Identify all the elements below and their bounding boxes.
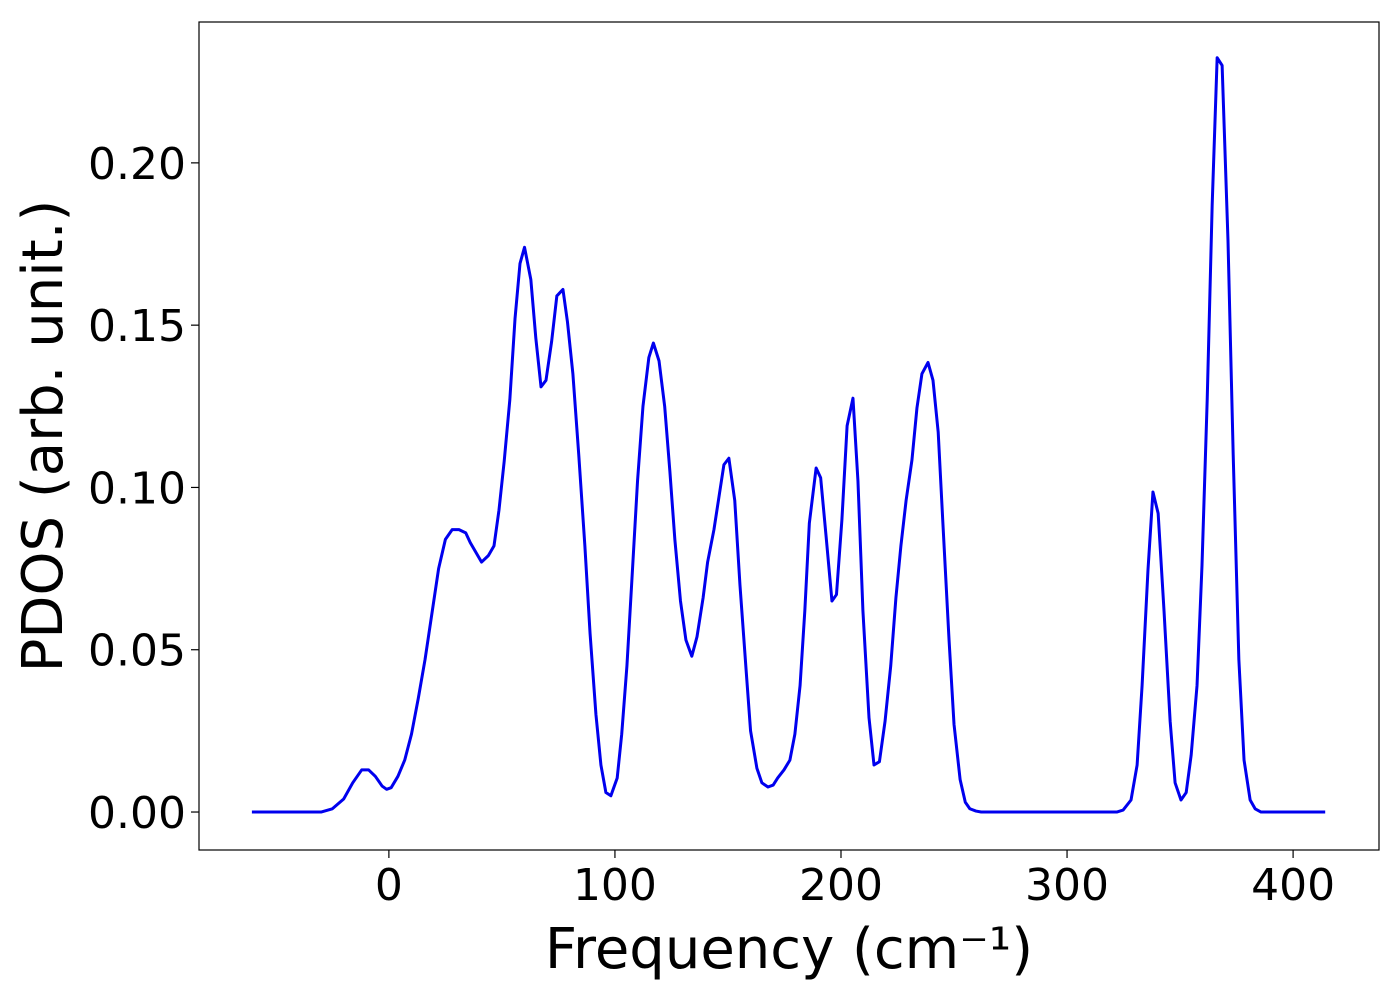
- x-tick-label: 400: [1251, 860, 1335, 911]
- y-tick-label: 0.00: [88, 788, 186, 839]
- y-tick-label: 0.05: [88, 626, 186, 677]
- x-axis-label: Frequency (cm⁻¹): [545, 917, 1033, 982]
- x-tick-label: 300: [1025, 860, 1109, 911]
- y-tick-label: 0.15: [88, 301, 186, 352]
- plot-frame: [198, 21, 1380, 851]
- y-tick-label: 0.20: [88, 139, 186, 190]
- x-tick-label: 200: [799, 860, 883, 911]
- x-tick-label: 0: [375, 860, 403, 911]
- y-tick-label: 0.10: [88, 463, 186, 514]
- x-tick-label: 100: [573, 860, 657, 911]
- data-line: [251, 56, 1326, 814]
- y-axis-label: PDOS (arb. unit.): [11, 200, 76, 673]
